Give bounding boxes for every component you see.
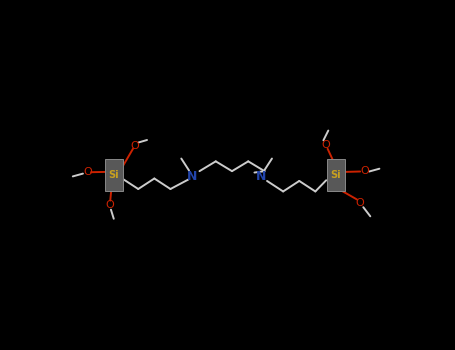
- Text: O: O: [131, 141, 140, 151]
- Text: N: N: [256, 170, 266, 183]
- Text: N: N: [187, 170, 197, 183]
- Text: O: O: [83, 167, 92, 177]
- FancyBboxPatch shape: [105, 159, 123, 191]
- Text: O: O: [360, 167, 369, 176]
- Text: O: O: [106, 200, 115, 210]
- Text: O: O: [355, 198, 364, 208]
- Text: Si: Si: [331, 170, 341, 180]
- Text: O: O: [321, 140, 330, 150]
- Text: Si: Si: [108, 170, 119, 180]
- FancyBboxPatch shape: [327, 159, 345, 191]
